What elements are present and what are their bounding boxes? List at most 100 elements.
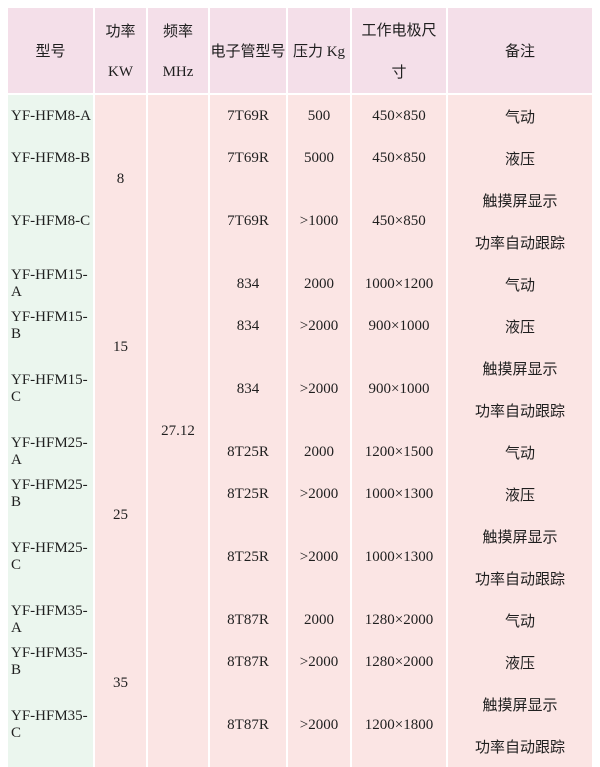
cell-tube-model: 8T87R <box>210 683 288 767</box>
remark-line: 功率自动跟踪 <box>474 739 565 756</box>
table-row: YF-HFM8-B 7T69R 5000 450×850 液压 <box>8 137 592 179</box>
header-cell-tube: 电子管型号 <box>210 8 288 95</box>
cell-pressure: 500 <box>288 95 352 137</box>
cell-remark: 触摸屏显示 功率自动跟踪 <box>448 179 592 263</box>
header-row: 型号 功率 KW 频率 MHz 电子管型号 压力 Kg 工作电极尺 寸 <box>8 8 592 95</box>
remark-lines: 触摸屏显示 功率自动跟踪 <box>448 683 592 767</box>
header-cell-model: 型号 <box>8 8 95 95</box>
table-row: YF-HFM15-A 15 834 2000 1000×1200 气动 <box>8 263 592 431</box>
cell-tube-model: 8T87R <box>210 641 288 683</box>
cell-tube-model: 8T25R <box>210 473 288 515</box>
table-row: YF-HFM25-C 8T25R >2000 1000×1300 触摸屏显示 功… <box>8 515 592 599</box>
table-row: YF-HFM15-B 834 >2000 900×1000 液压 <box>8 305 592 347</box>
cell-electrode-size: 900×1000 <box>352 347 448 431</box>
header-label: KW <box>108 64 133 81</box>
header-label: 压力 Kg <box>292 44 346 60</box>
cell-model: YF-HFM25-C <box>8 515 95 599</box>
remark-line: 功率自动跟踪 <box>474 403 565 420</box>
cell-pressure: 2000 <box>288 263 352 305</box>
table-row: YF-HFM8-C 7T69R >1000 450×850 触摸屏显示 功率自动… <box>8 179 592 263</box>
header-label: MHz <box>162 64 194 81</box>
cell-electrode-size: 1200×1500 <box>352 431 448 473</box>
cell-remark: 气动 <box>448 599 592 641</box>
header-power-lines: 功率 KW <box>95 8 146 93</box>
table-row: YF-HFM25-A 25 8T25R 2000 1200×1500 气动 <box>8 431 592 599</box>
cell-remark: 液压 <box>448 641 592 683</box>
cell-electrode-size: 450×850 <box>352 137 448 179</box>
header-electrode-lines: 工作电极尺 寸 <box>352 8 446 93</box>
cell-pressure: >1000 <box>288 179 352 263</box>
cell-power-kw: 8 <box>95 95 148 263</box>
header-label: 电子管型号 <box>210 44 286 60</box>
table-row: YF-HFM8-A 8 27.12 7T69R 500 450×850 气动 <box>8 95 592 767</box>
remark-line: 功率自动跟踪 <box>474 235 565 252</box>
cell-electrode-size: 1280×2000 <box>352 599 448 641</box>
cell-tube-model: 834 <box>210 263 288 305</box>
header-cell-pressure: 压力 Kg <box>288 8 352 95</box>
header-label: 备注 <box>504 44 535 60</box>
cell-pressure: >2000 <box>288 641 352 683</box>
remark-lines: 触摸屏显示 功率自动跟踪 <box>448 347 592 431</box>
header-label: 寸 <box>391 65 407 82</box>
cell-pressure: >2000 <box>288 305 352 347</box>
header-label: 频率 <box>162 23 193 40</box>
cell-electrode-size: 1200×1800 <box>352 683 448 767</box>
cell-tube-model: 8T87R <box>210 599 288 641</box>
cell-electrode-size: 450×850 <box>352 95 448 137</box>
remark-line: 触摸屏显示 <box>482 361 558 378</box>
cell-pressure: >2000 <box>288 683 352 767</box>
cell-pressure: >2000 <box>288 515 352 599</box>
cell-tube-model: 8T25R <box>210 431 288 473</box>
cell-remark: 气动 <box>448 263 592 305</box>
cell-model: YF-HFM15-A <box>8 263 95 305</box>
header-label: 功率 <box>105 23 136 40</box>
cell-electrode-size: 1000×1200 <box>352 263 448 305</box>
header-label: 型号 <box>35 44 66 60</box>
cell-remark: 液压 <box>448 137 592 179</box>
cell-pressure: 5000 <box>288 137 352 179</box>
cell-pressure: >2000 <box>288 347 352 431</box>
remark-line: 触摸屏显示 <box>482 193 558 210</box>
remark-lines: 触摸屏显示 功率自动跟踪 <box>448 179 592 263</box>
cell-model: YF-HFM35-B <box>8 641 95 683</box>
cell-remark: 触摸屏显示 功率自动跟踪 <box>448 683 592 767</box>
spec-table-container: 型号 功率 KW 频率 MHz 电子管型号 压力 Kg 工作电极尺 寸 <box>8 8 592 767</box>
cell-remark: 气动 <box>448 95 592 137</box>
table-row: YF-HFM25-B 8T25R >2000 1000×1300 液压 <box>8 473 592 515</box>
cell-tube-model: 7T69R <box>210 95 288 137</box>
cell-model: YF-HFM8-C <box>8 179 95 263</box>
cell-remark: 触摸屏显示 功率自动跟踪 <box>448 347 592 431</box>
cell-power-kw: 25 <box>95 431 148 599</box>
cell-pressure: 2000 <box>288 431 352 473</box>
header-cell-remark: 备注 <box>448 8 592 95</box>
cell-model: YF-HFM8-B <box>8 137 95 179</box>
remark-line: 触摸屏显示 <box>482 697 558 714</box>
cell-electrode-size: 450×850 <box>352 179 448 263</box>
cell-electrode-size: 1000×1300 <box>352 473 448 515</box>
cell-power-kw: 35 <box>95 599 148 767</box>
cell-model: YF-HFM15-B <box>8 305 95 347</box>
header-cell-power: 功率 KW <box>95 8 148 95</box>
table-row: YF-HFM15-C 834 >2000 900×1000 触摸屏显示 功率自动… <box>8 347 592 431</box>
table-row: YF-HFM35-C 8T87R >2000 1200×1800 触摸屏显示 功… <box>8 683 592 767</box>
header-cell-frequency: 频率 MHz <box>148 8 210 95</box>
cell-model: YF-HFM8-A <box>8 95 95 137</box>
cell-model: YF-HFM35-C <box>8 683 95 767</box>
cell-pressure: 2000 <box>288 599 352 641</box>
cell-model: YF-HFM15-C <box>8 347 95 431</box>
cell-tube-model: 8T25R <box>210 515 288 599</box>
cell-frequency-mhz: 27.12 <box>148 95 210 767</box>
cell-model: YF-HFM25-A <box>8 431 95 473</box>
cell-power-kw: 15 <box>95 263 148 431</box>
cell-model: YF-HFM35-A <box>8 599 95 641</box>
cell-remark: 气动 <box>448 431 592 473</box>
header-label: 工作电极尺 <box>361 22 437 39</box>
table-row: YF-HFM35-B 8T87R >2000 1280×2000 液压 <box>8 641 592 683</box>
remark-line: 触摸屏显示 <box>482 529 558 546</box>
cell-pressure: >2000 <box>288 473 352 515</box>
cell-model: YF-HFM25-B <box>8 473 95 515</box>
remark-line: 功率自动跟踪 <box>474 571 565 588</box>
cell-remark: 液压 <box>448 305 592 347</box>
remark-lines: 触摸屏显示 功率自动跟踪 <box>448 515 592 599</box>
header-cell-electrode: 工作电极尺 寸 <box>352 8 448 95</box>
